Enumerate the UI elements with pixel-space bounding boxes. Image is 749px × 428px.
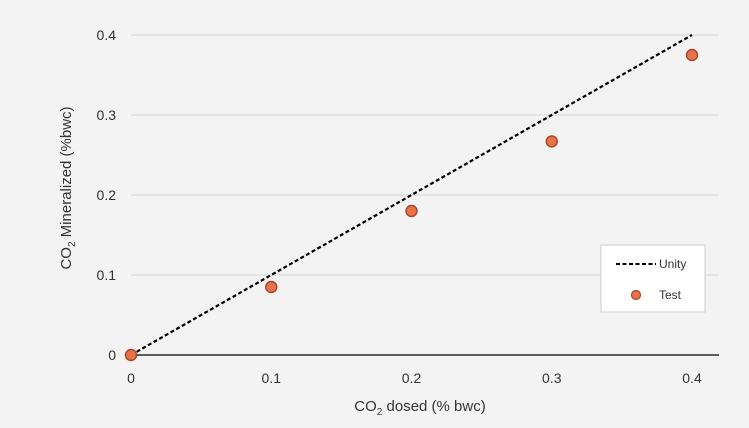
test-data-point [405, 204, 418, 218]
test-data-point [685, 48, 699, 62]
legend-box [600, 244, 706, 313]
x-tick-label: 0.1 [262, 370, 282, 386]
x-tick-labels: 0 0.1 0.2 0.3 0.4 [127, 370, 702, 386]
legend: Unity Test [600, 244, 706, 313]
y-tick-label: 0.3 [97, 107, 117, 123]
test-data-point [124, 348, 138, 362]
legend-test-marker-sample [630, 289, 642, 301]
y-axis-title-subscript: 2 [67, 241, 78, 247]
y-tick-label: 0 [108, 347, 116, 363]
x-axis-title-suffix: dosed (% bwc) [382, 398, 485, 415]
test-data-point [545, 135, 558, 148]
y-axis-title-prefix: CO [58, 247, 75, 270]
legend-label-test: Test [659, 288, 682, 302]
x-tick-label: 0.4 [682, 370, 702, 386]
test-data-point [265, 280, 278, 294]
x-tick-label: 0.2 [402, 370, 422, 386]
y-axis-title: CO2 Mineralized (%bwc) [58, 106, 78, 269]
x-axis-title-prefix: CO [354, 398, 377, 415]
y-tick-labels: 0 0.1 0.2 0.3 0.4 [97, 27, 117, 363]
legend-label-unity: Unity [659, 257, 686, 271]
y-tick-label: 0.1 [97, 267, 117, 283]
x-axis-title-subscript: 2 [377, 407, 383, 418]
x-tick-label: 0 [127, 370, 135, 386]
y-tick-label: 0.2 [97, 187, 117, 203]
x-tick-label: 0.3 [542, 370, 562, 386]
y-tick-label: 0.4 [97, 27, 117, 43]
y-axis-title-suffix: Mineralized (%bwc) [58, 106, 75, 241]
unity-line [130, 34, 693, 356]
x-axis-title: CO2 dosed (% bwc) [354, 398, 485, 418]
plot-series [124, 34, 699, 362]
